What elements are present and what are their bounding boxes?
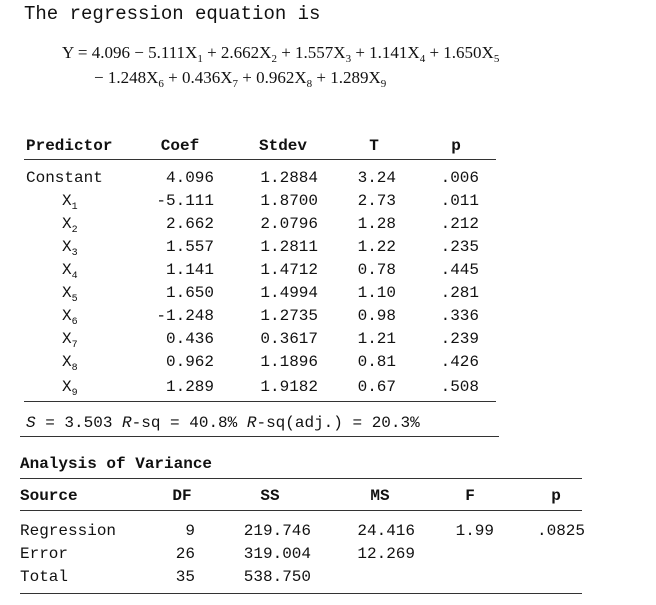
t-cell: 3.24: [357, 169, 396, 187]
anova-header-ms: MS: [370, 487, 390, 505]
predictor-cell: X6: [62, 307, 78, 328]
p-cell: .336: [440, 307, 479, 325]
p-cell: .445: [440, 261, 479, 279]
predictor-cell: X1: [62, 192, 78, 213]
anova-ms-cell: 24.416: [357, 522, 415, 540]
coef-cell: 4.096: [165, 169, 214, 187]
p-cell: .006: [440, 169, 479, 187]
t-cell: 0.67: [357, 378, 396, 396]
stdev-cell: 1.4994: [260, 284, 318, 302]
anova-df-cell: 26: [175, 545, 195, 563]
p-cell: .011: [440, 192, 479, 210]
header-coef: Coef: [160, 137, 200, 155]
anova-title: Analysis of Variance: [20, 455, 213, 473]
t-cell: 1.28: [357, 215, 396, 233]
anova-source-cell: Total: [20, 568, 69, 586]
t-cell: 0.78: [357, 261, 396, 279]
header-p: p: [451, 137, 461, 155]
anova-bottom-rule: [20, 593, 582, 594]
p-cell: .235: [440, 238, 479, 256]
header-t: T: [369, 137, 379, 155]
anova-ss-cell: 219.746: [243, 522, 311, 540]
anova-source-cell: Error: [20, 545, 69, 563]
anova-source-cell: Regression: [20, 522, 117, 540]
stdev-cell: 1.4712: [260, 261, 318, 279]
predictor-cell: X7: [62, 330, 78, 351]
t-cell: 2.73: [357, 192, 396, 210]
anova-ss-cell: 538.750: [243, 568, 311, 586]
p-cell: .239: [440, 330, 479, 348]
anova-ms-cell: 12.269: [357, 545, 415, 563]
t-cell: 1.21: [357, 330, 396, 348]
equation-line-1: Y = 4.096 − 5.111X1 + 2.662X2 + 1.557X3 …: [62, 43, 500, 65]
predictor-cell: X5: [62, 284, 78, 305]
predictor-cell: X9: [62, 378, 78, 399]
t-cell: 1.10: [357, 284, 396, 302]
anova-df-cell: 35: [175, 568, 195, 586]
coef-cell: 0.436: [165, 330, 214, 348]
p-cell: .281: [440, 284, 479, 302]
coef-cell: 1.289: [165, 378, 214, 396]
header-stdev: Stdev: [258, 137, 308, 155]
coef-cell: 0.962: [165, 353, 214, 371]
stdev-cell: 1.2884: [260, 169, 318, 187]
t-cell: 1.22: [357, 238, 396, 256]
coef-cell: 2.662: [165, 215, 214, 233]
stdev-cell: 1.1896: [260, 353, 318, 371]
header-predictor: Predictor: [26, 137, 113, 155]
predictor-cell: X4: [62, 261, 78, 282]
equation-line-2: − 1.248X6 + 0.436X7 + 0.962X8 + 1.289X9: [94, 68, 387, 90]
p-cell: .426: [440, 353, 479, 371]
stdev-cell: 1.9182: [260, 378, 318, 396]
t-cell: 0.81: [357, 353, 396, 371]
stdev-cell: 1.8700: [260, 192, 318, 210]
table-bottom-rule: [24, 401, 496, 402]
model-summary: S = 3.503 R-sq = 40.8% R-sq(adj.) = 20.3…: [26, 414, 420, 432]
anova-header-ss: SS: [260, 487, 280, 505]
stdev-cell: 1.2735: [260, 307, 318, 325]
anova-f-cell: 1.99: [455, 522, 494, 540]
anova-header-p: p: [551, 487, 561, 505]
anova-header-df: DF: [172, 487, 192, 505]
predictor-cell: Constant: [26, 169, 103, 187]
predictor-cell: X2: [62, 215, 78, 236]
coef-cell: 1.650: [165, 284, 214, 302]
header-rule: [24, 159, 496, 160]
anova-p-cell: .0825: [536, 522, 585, 540]
coef-cell: -5.111: [156, 192, 214, 210]
regression-heading: The regression equation is: [24, 3, 321, 25]
predictor-cell: X8: [62, 353, 78, 374]
coef-cell: -1.248: [156, 307, 214, 325]
anova-header-f: F: [465, 487, 475, 505]
stdev-cell: 1.2811: [260, 238, 318, 256]
summary-rule: [20, 436, 499, 437]
anova-top-rule: [20, 478, 582, 479]
anova-df-cell: 9: [185, 522, 195, 540]
p-cell: .212: [440, 215, 479, 233]
coef-cell: 1.557: [165, 238, 214, 256]
coef-cell: 1.141: [165, 261, 214, 279]
anova-header-source: Source: [20, 487, 78, 505]
anova-header-rule: [20, 510, 582, 511]
p-cell: .508: [440, 378, 479, 396]
stdev-cell: 2.0796: [260, 215, 318, 233]
anova-ss-cell: 319.004: [243, 545, 311, 563]
stdev-cell: 0.3617: [260, 330, 318, 348]
predictor-cell: X3: [62, 238, 78, 259]
t-cell: 0.98: [357, 307, 396, 325]
